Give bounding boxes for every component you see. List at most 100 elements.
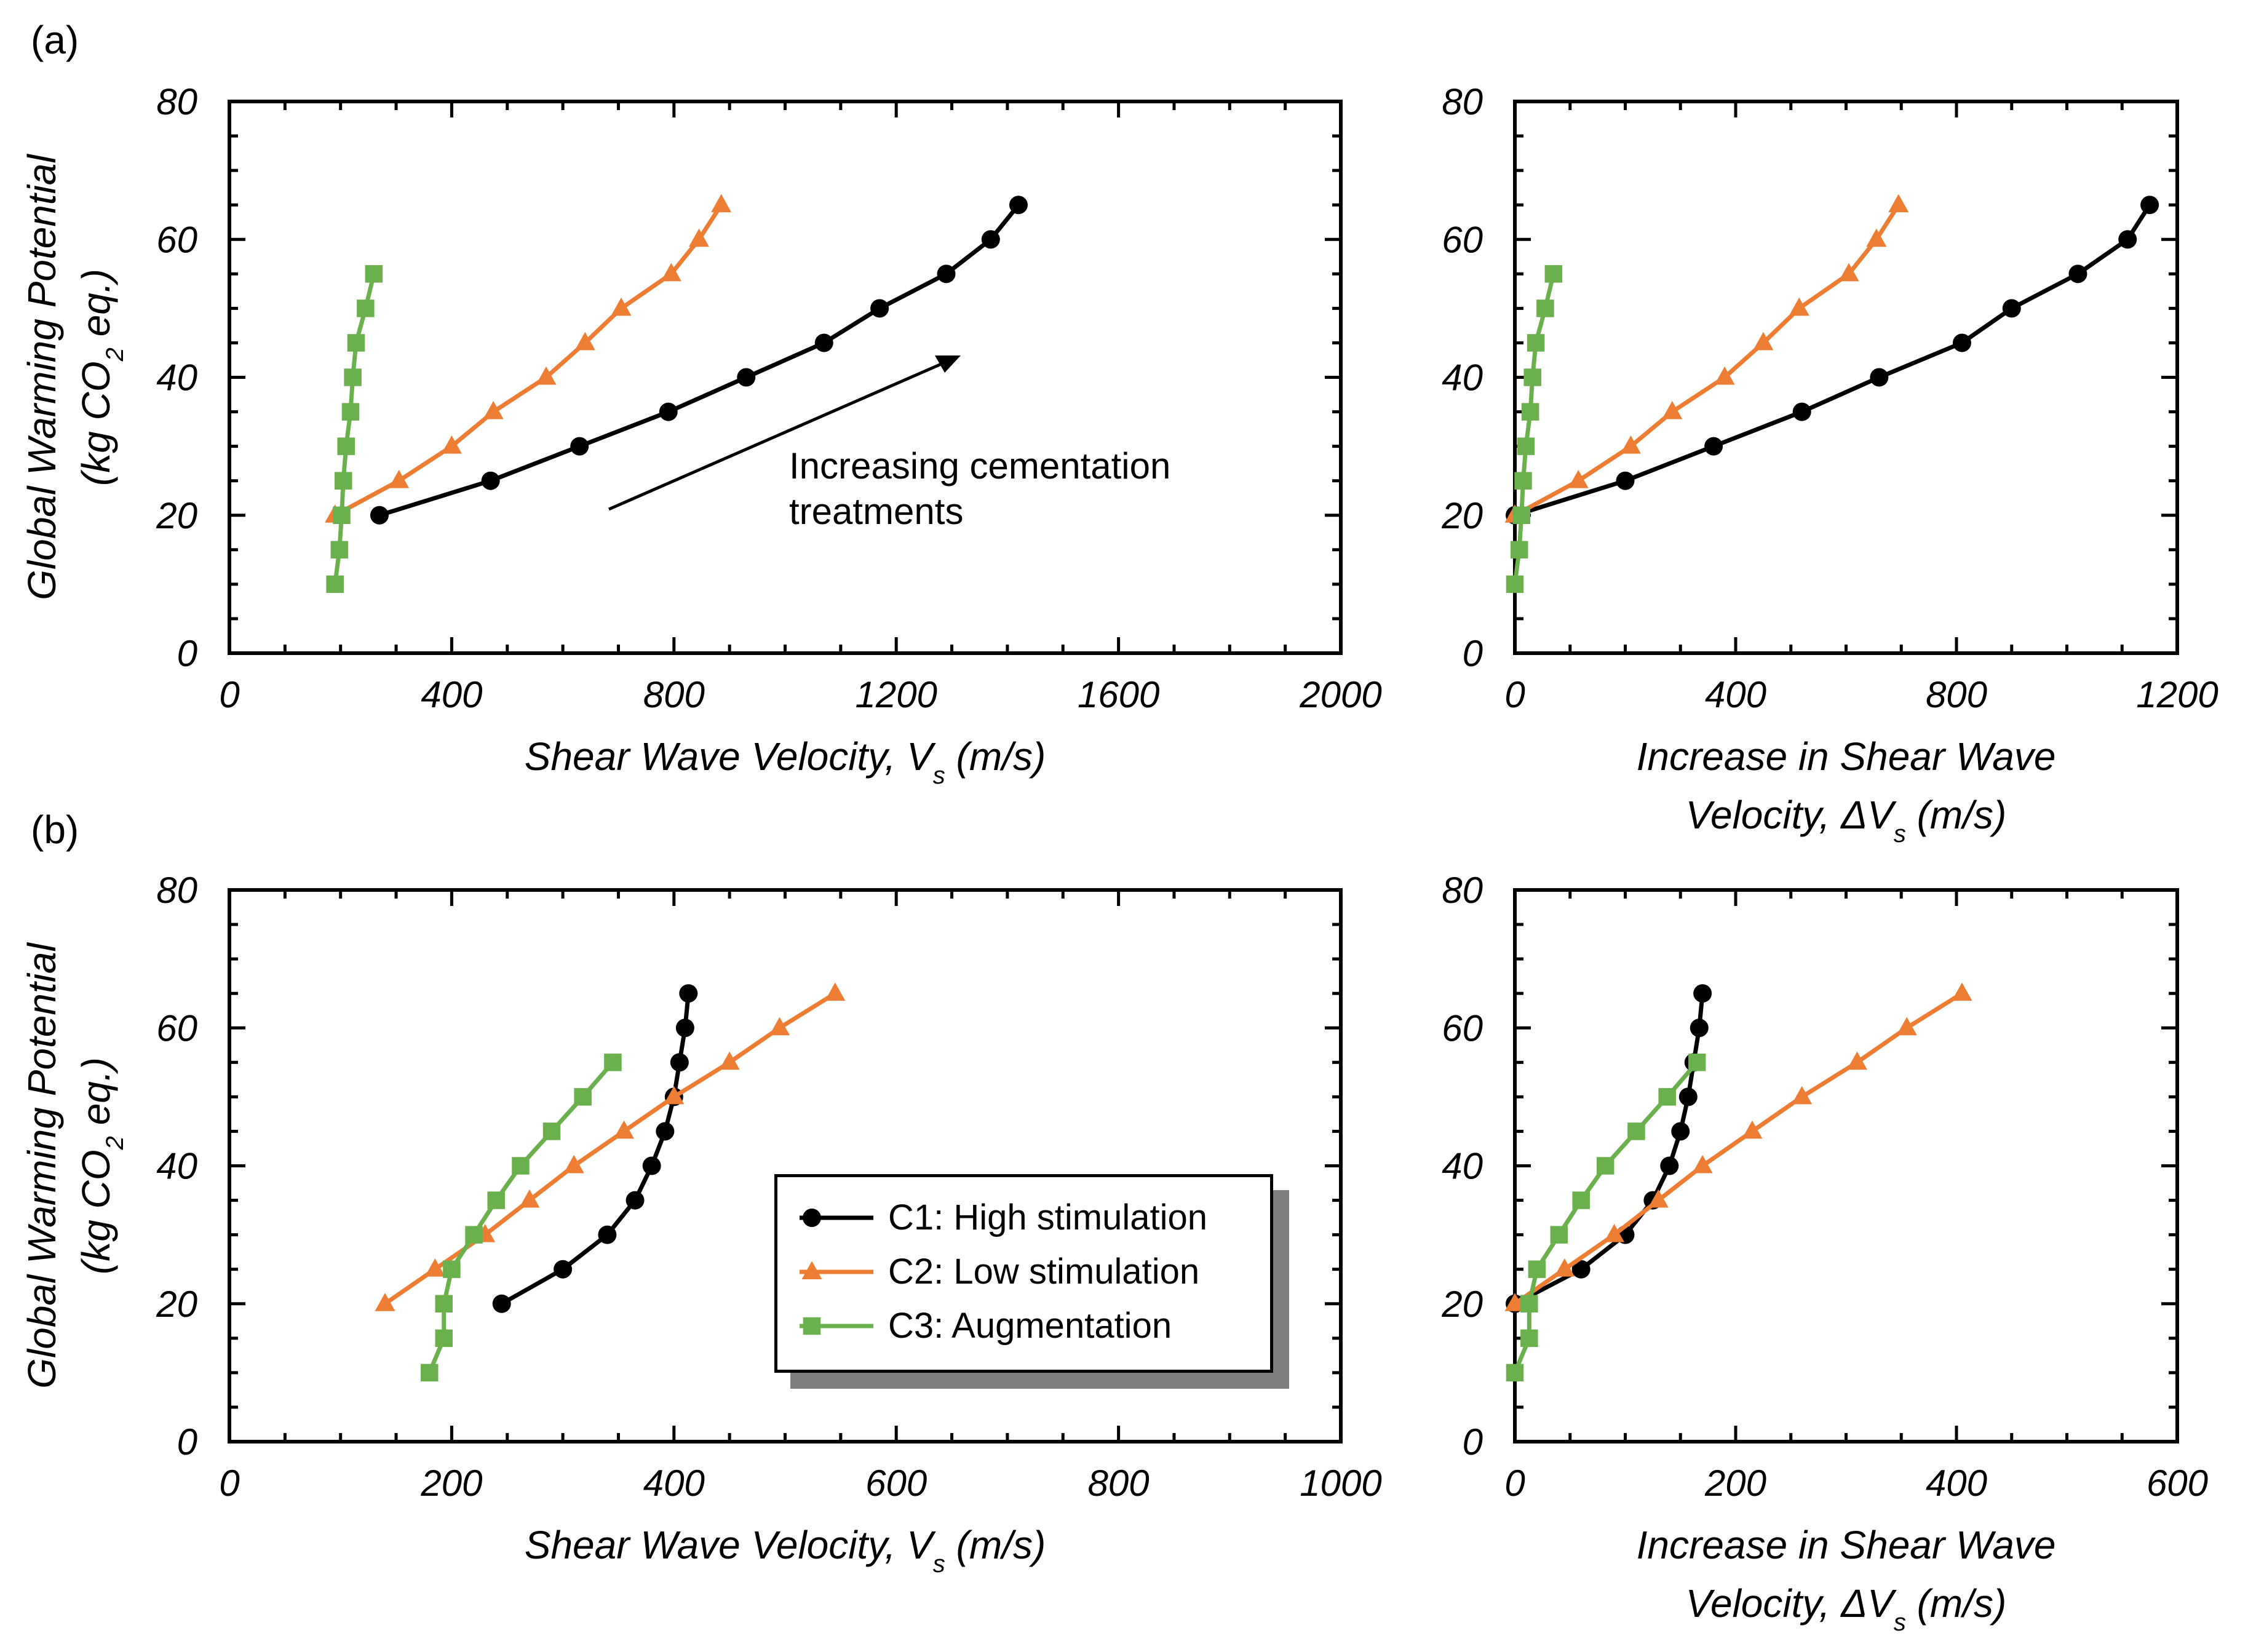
data-point: [563, 1154, 584, 1173]
x-tick-label: 0: [1504, 674, 1525, 715]
data-point: [598, 1225, 617, 1244]
x-tick-label: 1200: [855, 674, 937, 715]
data-point: [1870, 368, 1889, 387]
data-point: [1527, 334, 1545, 352]
data-point: [604, 1054, 622, 1071]
x-tick-label: 600: [865, 1463, 927, 1504]
x-tick-label: 600: [2147, 1463, 2208, 1504]
data-point: [481, 471, 500, 490]
annotation-text-line2: treatments: [789, 491, 963, 532]
data-point: [1520, 1329, 1538, 1348]
y-tick-label: 60: [1442, 219, 1483, 260]
x-axis-label: Shear Wave Velocity, Vs (m/s): [525, 1523, 1046, 1578]
data-point: [737, 368, 756, 387]
data-point: [1952, 982, 1972, 1001]
data-point: [333, 506, 351, 524]
data-point: [2118, 230, 2137, 249]
data-point: [1678, 1087, 1698, 1106]
plot-frame: [1513, 888, 2179, 1444]
series-square: [1506, 1054, 1706, 1382]
x-tick-label: 200: [420, 1463, 482, 1504]
data-point: [659, 402, 678, 421]
y-tick-label: 40: [1442, 1146, 1483, 1187]
y-tick-label: 80: [156, 81, 197, 122]
y-tick-label: 40: [156, 1146, 197, 1187]
data-point: [1520, 1295, 1538, 1312]
x-tick-label: 0: [1504, 1463, 1525, 1504]
series-line: [1512, 273, 1556, 585]
data-point: [1688, 1054, 1706, 1071]
data-point: [719, 1051, 740, 1070]
data-point: [483, 400, 504, 419]
y-tick-label: 60: [1442, 1007, 1483, 1049]
data-point: [1896, 1017, 1917, 1036]
series-line: [1512, 1061, 1699, 1374]
y-axis-label-a: Global Warming Potential (kg CO2 eq.): [20, 153, 129, 600]
data-point: [1536, 300, 1554, 317]
data-point: [1528, 1260, 1546, 1278]
y-tick-label: 80: [1442, 870, 1483, 911]
data-point: [2140, 196, 2159, 215]
data-point: [334, 472, 352, 490]
y-axis-label-line2: (kg CO2 eq.): [74, 269, 129, 486]
series-triangle: [375, 982, 846, 1311]
data-point: [1671, 1122, 1690, 1141]
y-tick-label: 20: [1441, 495, 1483, 536]
x-tick-label: 0: [219, 674, 239, 715]
series-line: [383, 991, 836, 1306]
data-point: [675, 1019, 694, 1038]
chart-a-left: 0 400 800 1200 1600 2000 0 20 40 60 80 Shear Wave V…: [156, 81, 1381, 789]
y-tick-label: 40: [156, 357, 197, 399]
panel-label-a: (a): [31, 18, 79, 62]
data-point: [1792, 402, 1811, 421]
data-point: [424, 1258, 445, 1277]
y-tick-label: 80: [1442, 81, 1483, 122]
x-tick-label: 2000: [1299, 674, 1381, 715]
data-point: [1506, 1364, 1524, 1382]
series-line: [1514, 991, 1963, 1306]
series-square: [421, 1054, 622, 1382]
y-axis-label-b: Global Warming Potential (kg CO2 eq.): [20, 942, 129, 1388]
data-point: [1568, 470, 1589, 488]
y-axis-label-line1: Global Warming Potential: [20, 942, 64, 1388]
x-tick-label: 800: [1926, 674, 1987, 715]
series-line: [1514, 993, 1705, 1306]
data-point: [1714, 366, 1735, 385]
data-point: [1514, 472, 1532, 490]
x-tick-label: 400: [1705, 674, 1766, 715]
series-square: [1506, 265, 1563, 594]
legend-marker-c1: [800, 1209, 873, 1227]
series-line: [1514, 204, 2152, 518]
data-point: [1523, 368, 1541, 386]
data-point: [435, 1329, 453, 1348]
legend-marker-c3: [800, 1317, 873, 1335]
annotation-text-line1: Increasing cementation: [789, 445, 1170, 486]
y-tick-label: 20: [156, 495, 197, 536]
data-point: [1888, 194, 1909, 213]
chart-b-left: 0 200 400 600 800 1000 0 20 40 60 80 Shear Wave Vel…: [156, 870, 1381, 1578]
data-point: [1512, 506, 1531, 524]
data-point: [711, 194, 732, 213]
data-point: [389, 470, 410, 488]
data-point: [1792, 1086, 1813, 1105]
data-point: [344, 368, 362, 386]
y-axis-label-line2: (kg CO2 eq.): [74, 1057, 129, 1274]
data-point: [1521, 403, 1539, 421]
data-point: [330, 541, 349, 559]
data-point: [365, 265, 383, 283]
y-tick-label: 60: [156, 219, 197, 260]
data-point: [1660, 1156, 1679, 1175]
data-point: [1604, 1223, 1625, 1242]
data-point: [1658, 1088, 1676, 1106]
data-point: [1554, 1258, 1575, 1277]
data-point: [574, 332, 595, 351]
x-tick-label: 800: [643, 674, 705, 715]
y-tick-label: 0: [177, 633, 197, 674]
series-circle: [492, 984, 698, 1313]
data-point: [1648, 1189, 1669, 1208]
chart-a-right: 0 400 800 1200 0 20 40 60 80 Increase in Shear Wa…: [1441, 81, 2218, 848]
data-point: [492, 1294, 511, 1313]
annotation-arrow-line: [608, 362, 942, 511]
data-point: [1846, 1051, 1867, 1070]
data-point: [570, 437, 589, 456]
